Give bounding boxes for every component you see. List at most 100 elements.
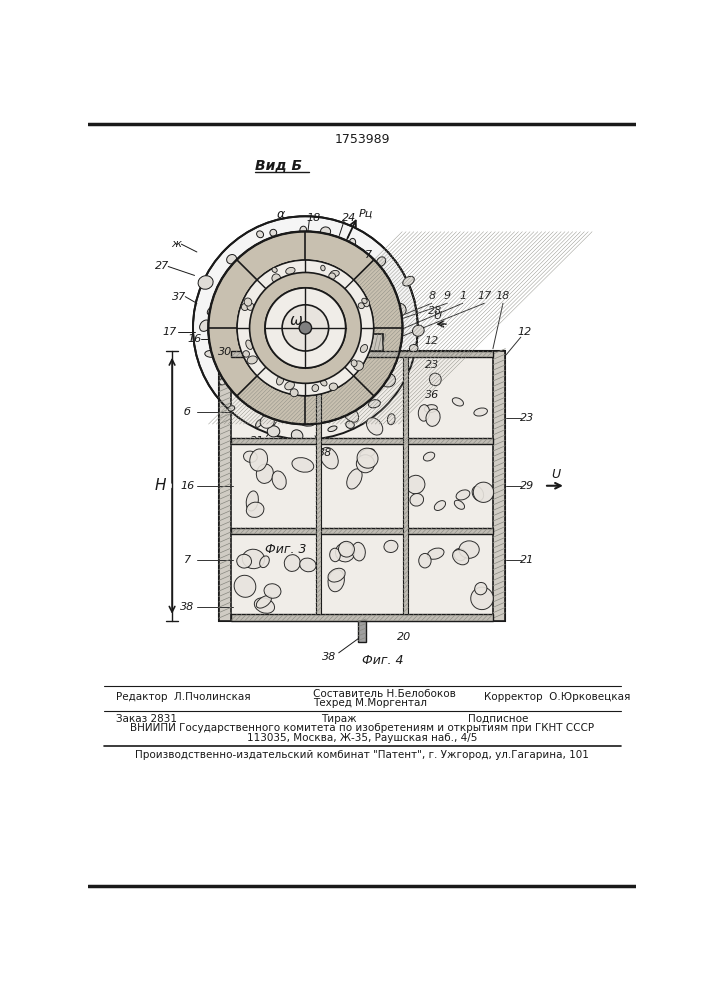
Ellipse shape bbox=[327, 396, 341, 416]
Ellipse shape bbox=[248, 391, 265, 409]
Text: 23: 23 bbox=[520, 413, 534, 423]
Text: Производственно-издательский комбинат "Патент", г. Ужгород, ул.Гагарина, 101: Производственно-издательский комбинат "П… bbox=[135, 750, 589, 760]
Ellipse shape bbox=[335, 543, 355, 562]
Text: ж: ж bbox=[171, 239, 181, 249]
Ellipse shape bbox=[237, 554, 252, 568]
Text: Корректор  О.Юрковецкая: Корректор О.Юрковецкая bbox=[484, 692, 630, 702]
Ellipse shape bbox=[346, 421, 354, 428]
Text: 18: 18 bbox=[306, 213, 320, 223]
Text: 36: 36 bbox=[425, 390, 439, 400]
Ellipse shape bbox=[272, 471, 286, 489]
Ellipse shape bbox=[362, 298, 367, 303]
Text: Составитель Н.Белобоков: Составитель Н.Белобоков bbox=[313, 689, 456, 699]
Ellipse shape bbox=[272, 274, 281, 283]
Ellipse shape bbox=[259, 556, 269, 568]
Ellipse shape bbox=[473, 482, 493, 502]
Ellipse shape bbox=[321, 265, 325, 271]
Ellipse shape bbox=[452, 398, 464, 406]
Ellipse shape bbox=[456, 490, 470, 500]
Text: 113035, Москва, Ж-35, Раушская наб., 4/5: 113035, Москва, Ж-35, Раушская наб., 4/5 bbox=[247, 733, 477, 743]
Ellipse shape bbox=[419, 405, 430, 421]
Ellipse shape bbox=[424, 405, 438, 413]
Ellipse shape bbox=[252, 376, 260, 388]
Bar bbox=[310, 336, 337, 349]
Ellipse shape bbox=[329, 273, 335, 279]
Ellipse shape bbox=[281, 359, 289, 370]
Ellipse shape bbox=[412, 325, 424, 336]
Bar bbox=[493, 351, 506, 620]
Text: 10: 10 bbox=[269, 306, 284, 316]
Ellipse shape bbox=[419, 553, 431, 568]
Ellipse shape bbox=[257, 464, 274, 483]
Ellipse shape bbox=[363, 299, 370, 307]
Text: 20: 20 bbox=[397, 632, 411, 642]
Text: 11: 11 bbox=[297, 315, 311, 325]
Ellipse shape bbox=[329, 383, 337, 390]
Ellipse shape bbox=[285, 381, 294, 390]
Text: 19: 19 bbox=[315, 343, 329, 353]
Ellipse shape bbox=[409, 345, 418, 352]
Text: 30: 30 bbox=[218, 347, 233, 357]
Ellipse shape bbox=[341, 403, 358, 422]
Ellipse shape bbox=[328, 426, 337, 432]
Circle shape bbox=[209, 232, 402, 424]
Bar bbox=[231, 528, 493, 534]
Text: Редактор  Л.Пчолинская: Редактор Л.Пчолинская bbox=[115, 692, 250, 702]
Ellipse shape bbox=[290, 389, 298, 397]
Text: 28: 28 bbox=[428, 306, 442, 316]
Ellipse shape bbox=[260, 415, 274, 428]
Bar bbox=[341, 334, 383, 351]
Ellipse shape bbox=[312, 385, 319, 392]
Text: 29: 29 bbox=[520, 481, 534, 491]
Ellipse shape bbox=[231, 367, 249, 385]
Text: 20: 20 bbox=[332, 337, 346, 347]
Ellipse shape bbox=[199, 320, 211, 331]
Ellipse shape bbox=[264, 584, 281, 598]
Ellipse shape bbox=[338, 371, 351, 384]
Ellipse shape bbox=[407, 475, 425, 494]
Ellipse shape bbox=[234, 575, 256, 597]
Circle shape bbox=[250, 272, 361, 383]
Ellipse shape bbox=[452, 550, 469, 565]
Ellipse shape bbox=[327, 396, 338, 405]
Ellipse shape bbox=[346, 469, 362, 489]
Ellipse shape bbox=[257, 231, 264, 238]
Ellipse shape bbox=[241, 303, 249, 310]
Text: Тираж: Тираж bbox=[321, 714, 356, 724]
Ellipse shape bbox=[434, 501, 445, 510]
Bar bbox=[358, 312, 366, 334]
Circle shape bbox=[265, 288, 346, 368]
Ellipse shape bbox=[257, 596, 271, 608]
Ellipse shape bbox=[250, 449, 267, 471]
Text: 38: 38 bbox=[180, 602, 194, 612]
Ellipse shape bbox=[256, 420, 262, 427]
Text: Рц: Рц bbox=[358, 208, 373, 218]
Ellipse shape bbox=[357, 448, 378, 468]
Text: α: α bbox=[277, 208, 286, 221]
Text: б: б bbox=[293, 331, 300, 341]
Circle shape bbox=[237, 260, 373, 396]
Text: 12: 12 bbox=[518, 327, 532, 337]
Ellipse shape bbox=[351, 360, 357, 367]
Text: 18: 18 bbox=[496, 291, 510, 301]
Ellipse shape bbox=[381, 374, 395, 387]
Circle shape bbox=[193, 216, 418, 440]
Ellipse shape bbox=[334, 362, 354, 379]
Text: 7: 7 bbox=[184, 555, 191, 565]
Ellipse shape bbox=[410, 493, 423, 506]
Ellipse shape bbox=[247, 356, 257, 364]
Ellipse shape bbox=[205, 350, 217, 357]
Bar bbox=[218, 351, 231, 620]
Circle shape bbox=[238, 261, 373, 395]
Ellipse shape bbox=[276, 376, 284, 385]
Ellipse shape bbox=[455, 500, 464, 509]
Ellipse shape bbox=[423, 452, 435, 461]
Bar bbox=[315, 357, 321, 614]
Ellipse shape bbox=[291, 430, 303, 441]
Ellipse shape bbox=[368, 400, 380, 408]
Ellipse shape bbox=[255, 598, 274, 613]
Text: Фиг. 3: Фиг. 3 bbox=[265, 543, 307, 556]
Ellipse shape bbox=[426, 409, 440, 426]
Ellipse shape bbox=[219, 378, 226, 385]
Ellipse shape bbox=[472, 486, 484, 501]
